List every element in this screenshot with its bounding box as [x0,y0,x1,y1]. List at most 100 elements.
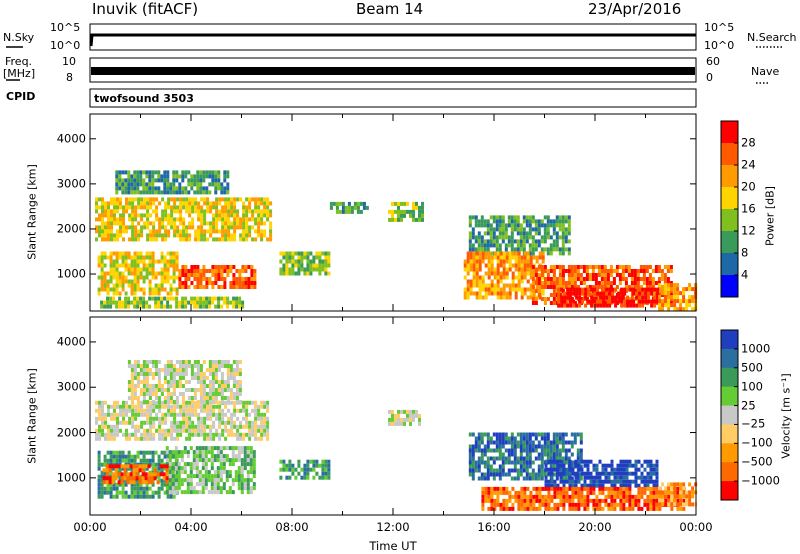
heatmap-cell-1-6 [415,409,418,414]
heatmap-cell-0-0 [185,233,189,238]
heatmap-cell-1-3 [198,470,202,475]
heatmap-cell-1-10 [670,482,674,487]
heatmap-cell-0-1 [184,170,188,175]
heatmap-cell-0-9 [499,275,503,280]
heatmap-cell-1-3 [213,482,217,487]
heatmap-cell-1-9 [640,490,644,495]
heatmap-cell-0-0 [266,217,270,222]
heatmap-cell-0-9 [475,259,479,264]
heatmap-cell-0-9 [511,283,515,288]
heatmap-cell-1-7 [534,432,538,437]
heatmap-cell-1-8 [655,463,659,468]
heatmap-cell-1-7 [495,444,499,449]
heatmap-cell-1-9 [610,502,614,507]
heatmap-cell-1-2 [157,494,161,499]
heatmap-cell-1-8 [646,483,650,488]
heatmap-cell-0-5 [321,263,325,268]
heatmap-cell-1-1 [184,388,188,392]
heatmap-cell-1-2 [118,450,122,455]
heatmap-cell-1-0 [140,436,144,441]
heatmap-cell-0-0 [182,237,186,242]
heatmap-cell-1-2 [163,466,167,471]
heatmap-cell-1-10 [685,498,689,503]
heatmap-cell-0-0 [167,205,171,210]
heatmap-cell-1-8 [652,467,656,472]
heatmap-cell-1-0 [197,432,201,437]
heatmap-cell-1-4 [156,472,160,477]
heatmap-cell-0-4 [202,304,206,309]
heatmap-cell-0-8 [510,231,514,236]
heatmap-cell-1-0 [257,412,261,417]
heatmap-cell-0-8 [549,251,553,256]
heatmap-cell-0-2 [166,275,170,280]
heatmap-cell-0-0 [185,205,189,210]
heatmap-cell-1-9 [502,498,506,503]
heatmap-cell-1-4 [150,480,154,485]
heatmap-cell-0-3 [187,285,191,289]
heatmap-cell-1-1 [133,368,137,372]
heatmap-cell-0-8 [561,219,565,224]
heatmap-cell-0-9 [538,255,542,260]
heatmap-cell-1-1 [130,376,134,380]
heatmap-cell-0-10 [600,277,604,281]
heatmap-cell-1-7 [498,452,502,457]
heatmap-cell-1-7 [525,452,529,457]
heatmap-cell-0-10 [636,269,640,273]
heatmap-cell-1-10 [667,502,671,507]
heatmap-cell-0-9 [466,283,470,288]
heatmap-cell-0-3 [253,281,257,285]
heatmap-cell-0-10 [534,297,538,301]
heatmap-cell-0-10 [645,277,649,281]
heatmap-cell-1-9 [652,490,656,495]
heatmap-cell-1-7 [483,444,487,449]
heatmap-cell-1-9 [607,490,611,495]
heatmap-cell-0-0 [155,205,159,210]
heatmap-cell-0-6 [356,209,360,214]
heatmap-cell-1-6 [409,413,412,418]
heatmap-cell-1-2 [148,494,152,499]
heatmap-cell-0-10 [651,293,655,297]
heatmap-cell-0-8 [525,235,529,240]
heatmap-cell-0-0 [197,217,201,222]
heatmap-cell-1-4 [114,464,118,469]
heatmap-cell-1-0 [194,404,198,409]
heatmap-cell-0-2 [148,291,152,296]
heatmap-cell-1-3 [195,474,199,479]
heatmap-cell-1-7 [495,432,499,437]
heatmap-cell-0-0 [155,229,159,234]
heatmap-cell-1-9 [571,494,575,499]
heatmap-cell-1-9 [625,498,629,503]
heatmap-cell-0-8 [519,239,523,244]
heatmap-cell-0-3 [202,277,206,281]
heatmap-cell-0-2 [124,275,128,280]
heatmap-cell-1-0 [254,408,258,413]
heatmap-cell-1-8 [577,463,581,468]
heatmap-cell-1-8 [619,475,623,480]
heatmap-cell-0-11 [644,295,648,300]
heatmap-cell-0-2 [136,283,140,288]
heatmap-cell-1-6 [403,417,406,422]
heatmap-cell-1-1 [211,368,215,372]
heatmap-cell-1-3 [222,470,226,475]
heatmap-cell-0-8 [507,215,511,220]
heatmap-cell-1-9 [613,494,617,499]
heatmap-cell-1-3 [216,466,220,471]
heatmap-cell-0-0 [215,225,219,230]
heatmap-cell-1-1 [202,396,206,400]
heatmap-cell-0-7 [421,201,424,206]
heatmap-cell-0-11 [569,299,573,304]
heatmap-cell-0-12 [670,303,674,308]
heatmap-cell-1-0 [248,428,252,433]
heatmap-cell-0-0 [230,237,234,242]
heatmap-cell-0-8 [519,243,523,248]
heatmap-cell-1-2 [157,454,161,459]
heatmap-cell-1-1 [235,384,239,388]
heatmap-cell-1-1 [127,380,131,384]
heatmap-cell-1-8 [583,479,587,484]
heatmap-cell-0-5 [294,263,298,268]
heatmap-cell-1-2 [142,450,146,455]
heatmap-cell-0-11 [638,291,642,296]
heatmap-cell-0-2 [142,263,146,268]
heatmap-cell-1-4 [153,472,157,477]
heatmap-cell-1-0 [137,404,141,409]
